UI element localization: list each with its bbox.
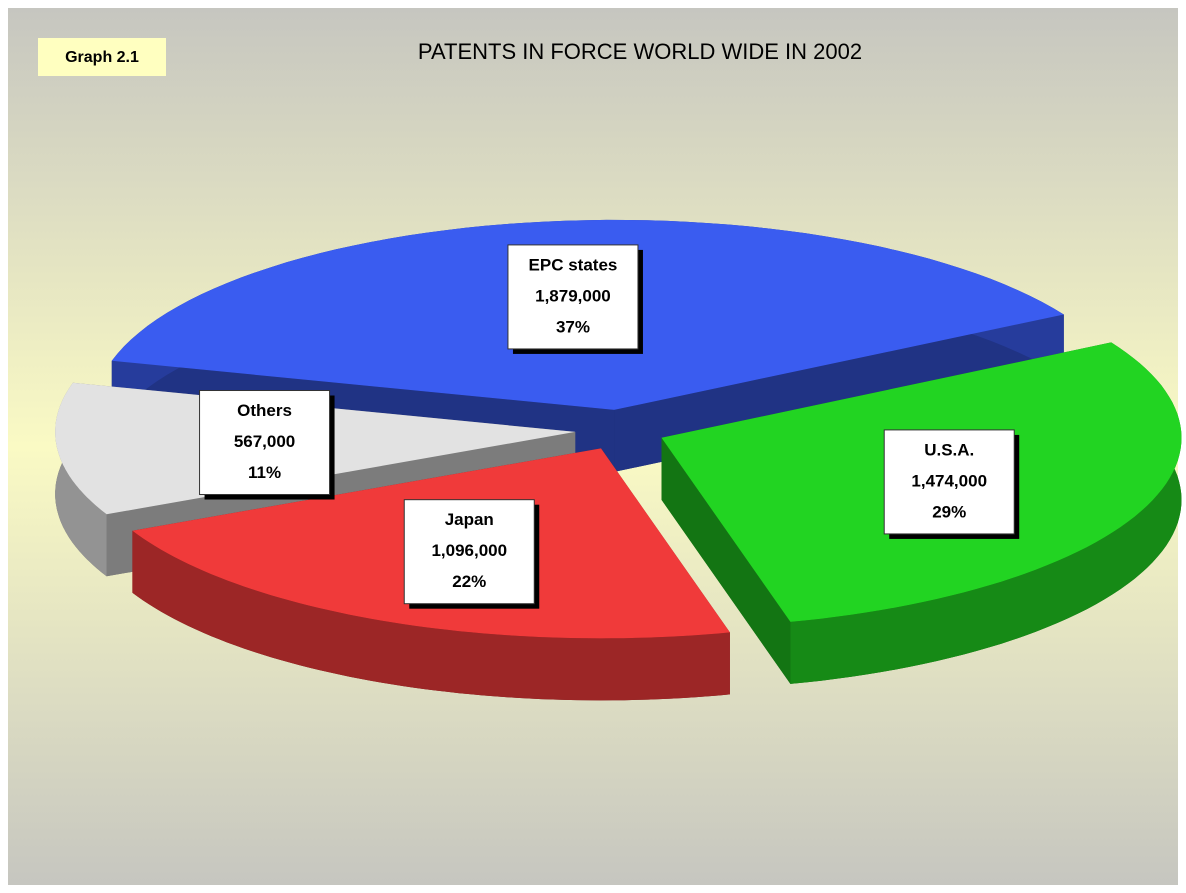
label-box	[507, 244, 639, 350]
value-label: 1,096,000	[431, 541, 507, 560]
percent-label: 11%	[248, 463, 281, 482]
slice-label: U.S.A.	[924, 440, 974, 459]
value-label: 567,000	[234, 432, 295, 451]
chart-title: PATENTS IN FORCE WORLD WIDE IN 2002	[418, 39, 862, 64]
slice-label: Others	[237, 401, 292, 420]
slice-wall	[132, 530, 730, 701]
label-box	[403, 499, 535, 605]
slice-label: Japan	[445, 510, 494, 529]
label-box	[199, 390, 331, 496]
percent-label: 29%	[932, 502, 966, 521]
label-box	[883, 429, 1015, 535]
percent-label: 22%	[452, 572, 486, 591]
percent-label: 37%	[556, 317, 590, 336]
slice-side	[661, 437, 791, 684]
value-label: 1,474,000	[911, 471, 987, 490]
value-label: 1,879,000	[535, 286, 611, 305]
badge: Graph 2.1	[65, 49, 139, 66]
slice-label: EPC states	[529, 255, 618, 274]
badge-box	[38, 38, 166, 76]
slice-wall	[790, 342, 1182, 684]
